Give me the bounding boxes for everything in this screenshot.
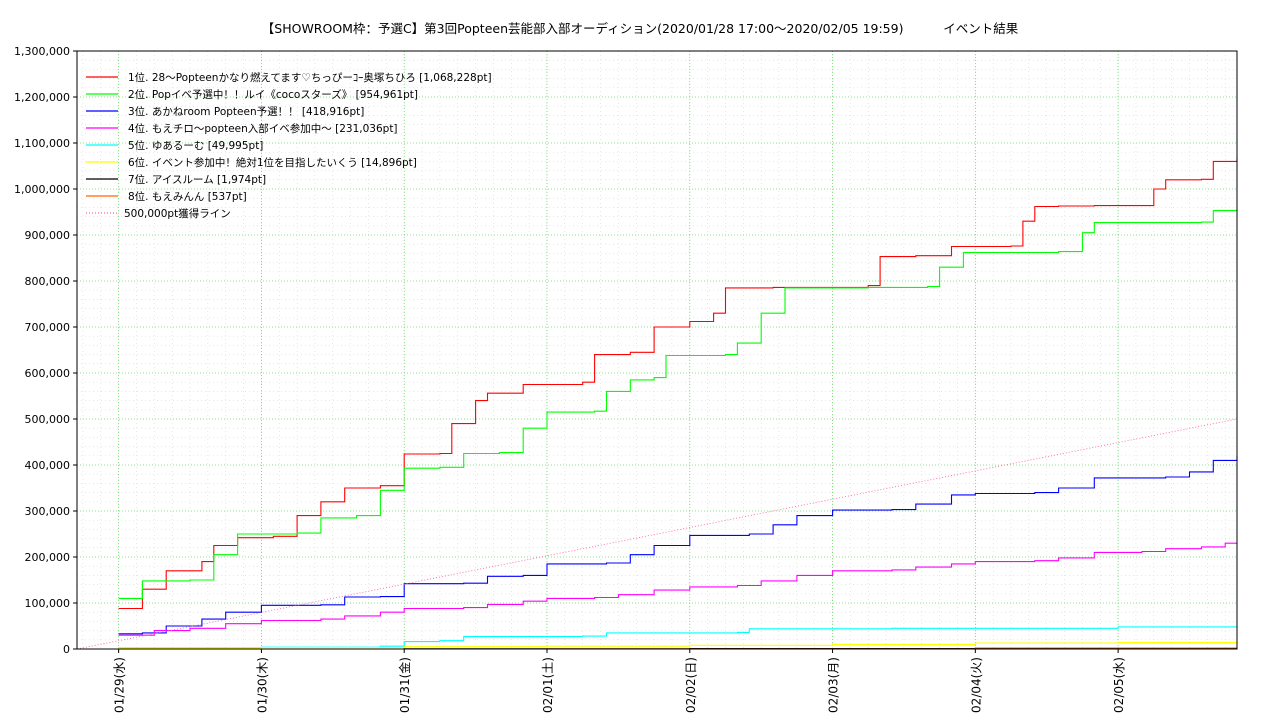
y-tick-label: 200,000 <box>25 551 71 564</box>
x-tick-label: 02/03(月) <box>827 657 841 713</box>
chart-title: 【SHOWROOM枠：予選C】第3回Popteen芸能部入部オーディション(20… <box>261 21 1019 36</box>
x-tick-label: 01/31(金) <box>397 657 412 713</box>
x-tick-label: 02/01(土) <box>541 657 555 713</box>
y-tick-label: 300,000 <box>25 505 71 518</box>
x-tick-label: 02/05(水) <box>1112 657 1126 713</box>
y-tick-label: 800,000 <box>25 275 71 288</box>
legend-label-5: 5位. ゆあるーむ [49,995pt] <box>128 139 263 152</box>
plot-frame <box>76 50 1238 650</box>
y-tick-label: 600,000 <box>25 367 71 380</box>
series-line-3 <box>118 456 1238 635</box>
legend-label-8: 8位. もえみんん [537pt] <box>128 190 247 203</box>
x-tick-label: 01/30(木) <box>255 657 269 713</box>
legend-label-9: 500,000pt獲得ライン <box>124 207 231 220</box>
series-line-1 <box>118 157 1238 610</box>
y-tick-label: 100,000 <box>25 597 71 610</box>
legend-label-1: 1位. 28～Popteenかなり燃えてます♡ちっぴーｺｰ奥塚ちひろ [1,06… <box>128 71 492 84</box>
series-line-4 <box>118 542 1238 636</box>
y-tick-label: 1,100,000 <box>14 137 70 150</box>
y-tick-label: 1,000,000 <box>14 183 70 196</box>
series-line-9 <box>76 418 1238 650</box>
x-tick-label: 02/02(日) <box>684 657 698 713</box>
legend: 1位. 28～Popteenかなり燃えてます♡ちっぴーｺｰ奥塚ちひろ [1,06… <box>86 71 492 220</box>
legend-label-3: 3位. あかねroom Popteen予選！！ [418,916pt] <box>128 105 364 118</box>
legend-label-6: 6位. イベント参加中！絶対1位を目指したいくう [14,896pt] <box>128 156 417 169</box>
series-line-6 <box>118 642 1238 650</box>
legend-label-2: 2位. Popイベ予選中！！ルイ《cocoスターズ》 [954,961pt] <box>128 88 418 101</box>
x-tick-label: 02/04(火) <box>969 657 983 713</box>
y-tick-label: 700,000 <box>25 321 71 334</box>
series-line-2 <box>118 209 1238 599</box>
y-tick-label: 400,000 <box>25 459 71 472</box>
y-tick-label: 0 <box>63 643 70 656</box>
series-line-5 <box>118 626 1238 649</box>
plot-area <box>77 51 1237 649</box>
y-tick-label: 1,300,000 <box>14 45 70 58</box>
y-tick-label: 500,000 <box>25 413 71 426</box>
axis-layer: 0 100,000 200,000 300,000 400,000 500,000 600,… <box>14 45 1238 713</box>
grid-layer <box>77 51 1237 649</box>
legend-label-4: 4位. もえチロ～popteen入部イベ参加中～ [231,036pt] <box>128 122 398 135</box>
legend-label-7: 7位. アイスルーム [1,974pt] <box>128 173 266 186</box>
y-tick-label: 900,000 <box>25 229 71 242</box>
x-tick-label: 01/29(水) <box>113 657 127 713</box>
y-tick-label: 1,200,000 <box>14 91 70 104</box>
